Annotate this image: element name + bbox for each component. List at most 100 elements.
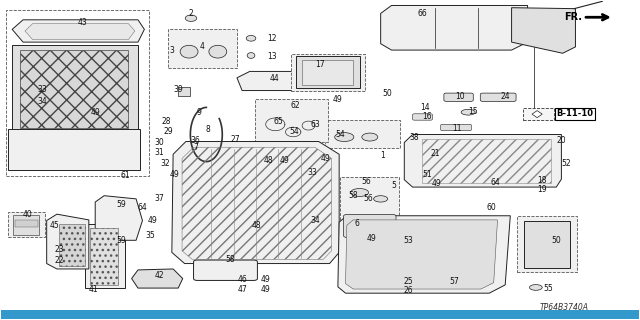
Text: 63: 63 [310, 120, 320, 130]
Bar [325, 120, 401, 148]
Polygon shape [20, 50, 129, 128]
Text: 49: 49 [431, 180, 441, 188]
Text: 22: 22 [54, 256, 64, 265]
Text: 33: 33 [307, 168, 317, 177]
Text: 26: 26 [403, 286, 413, 295]
Polygon shape [346, 220, 497, 289]
Text: 34: 34 [37, 97, 47, 106]
Polygon shape [338, 216, 510, 293]
Text: 34: 34 [310, 216, 320, 225]
Text: 2: 2 [189, 9, 193, 18]
Text: 64: 64 [491, 178, 500, 187]
Text: 53: 53 [403, 236, 413, 245]
Text: 37: 37 [154, 194, 164, 203]
Text: 16: 16 [422, 113, 432, 122]
Text: 15: 15 [468, 107, 478, 116]
Text: 43: 43 [77, 19, 87, 28]
Text: 30: 30 [154, 138, 164, 147]
Text: 56: 56 [363, 194, 372, 204]
Bar [168, 29, 237, 68]
Polygon shape [132, 269, 182, 288]
Text: 58: 58 [348, 191, 358, 200]
Bar [255, 100, 328, 142]
Text: 3: 3 [170, 45, 174, 55]
Ellipse shape [185, 15, 196, 21]
Text: 38: 38 [410, 133, 419, 142]
Text: 59: 59 [116, 200, 125, 209]
Ellipse shape [461, 109, 475, 115]
Text: 56: 56 [361, 177, 371, 186]
Polygon shape [381, 5, 527, 50]
FancyBboxPatch shape [441, 124, 471, 131]
Text: 11: 11 [452, 124, 462, 132]
Ellipse shape [180, 45, 198, 58]
Text: 17: 17 [315, 60, 325, 69]
Text: 60: 60 [486, 203, 496, 212]
Text: 4: 4 [200, 42, 204, 52]
Text: 32: 32 [161, 159, 170, 168]
Text: 6: 6 [355, 219, 360, 228]
Bar [13, 215, 39, 235]
FancyBboxPatch shape [344, 214, 396, 237]
Text: 50: 50 [552, 236, 561, 245]
Text: 25: 25 [403, 277, 413, 286]
Bar [90, 228, 118, 285]
Bar [15, 220, 38, 227]
Polygon shape [8, 129, 140, 170]
Text: B-11-10: B-11-10 [556, 109, 593, 118]
Text: 48: 48 [252, 221, 261, 230]
Text: 24: 24 [500, 92, 510, 101]
Text: TP64B3740A: TP64B3740A [540, 303, 588, 312]
Text: 50: 50 [383, 89, 392, 98]
Text: 57: 57 [449, 277, 459, 286]
Bar [523, 108, 554, 120]
FancyBboxPatch shape [413, 114, 433, 120]
Ellipse shape [209, 45, 227, 58]
Bar [60, 224, 85, 266]
Text: 13: 13 [268, 52, 277, 61]
Text: FR.: FR. [564, 12, 582, 22]
Text: 41: 41 [88, 284, 98, 293]
Text: 20: 20 [556, 136, 566, 145]
Text: 49: 49 [170, 170, 179, 179]
Polygon shape [237, 71, 312, 91]
Text: 49: 49 [333, 95, 343, 104]
Bar [85, 224, 125, 288]
Text: 40: 40 [22, 210, 33, 219]
Text: 39: 39 [173, 85, 183, 94]
Text: 49: 49 [90, 108, 100, 117]
Bar [6, 10, 150, 176]
Bar [1, 310, 639, 319]
FancyBboxPatch shape [444, 93, 473, 101]
Text: 35: 35 [146, 231, 156, 240]
Ellipse shape [246, 36, 256, 41]
Text: 64: 64 [138, 203, 147, 212]
Bar [516, 216, 577, 272]
Polygon shape [511, 8, 575, 53]
Text: 49: 49 [148, 216, 157, 225]
Polygon shape [12, 45, 138, 131]
Polygon shape [25, 24, 135, 40]
Text: 46: 46 [237, 275, 247, 284]
Text: 12: 12 [268, 35, 277, 44]
Text: 29: 29 [163, 127, 173, 136]
Bar [291, 54, 365, 91]
Text: 5: 5 [391, 181, 396, 190]
Bar [296, 56, 360, 88]
Polygon shape [532, 111, 542, 118]
Text: 8: 8 [206, 125, 211, 134]
Text: 49: 49 [280, 156, 290, 164]
Ellipse shape [351, 188, 369, 196]
Text: 48: 48 [264, 156, 274, 165]
Text: 62: 62 [291, 101, 301, 110]
Text: 49: 49 [261, 275, 271, 284]
FancyBboxPatch shape [193, 260, 257, 280]
Text: 1: 1 [380, 151, 385, 160]
Text: 49: 49 [320, 154, 330, 163]
Text: 47: 47 [237, 284, 247, 293]
Text: 9: 9 [196, 108, 201, 117]
Polygon shape [47, 214, 89, 269]
Text: 7: 7 [193, 143, 198, 152]
Text: 52: 52 [561, 159, 571, 168]
Text: 44: 44 [269, 74, 279, 83]
